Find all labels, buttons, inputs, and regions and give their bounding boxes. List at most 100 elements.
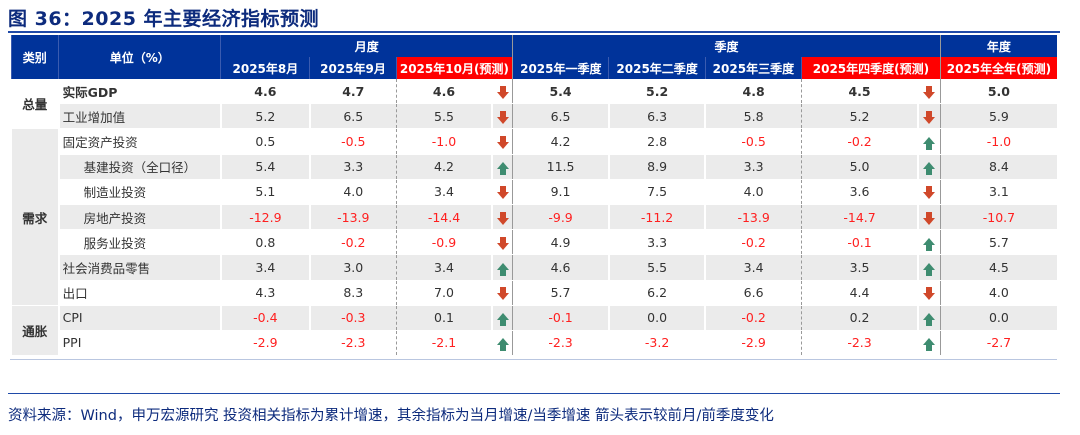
value-cell: -12.9 xyxy=(219,204,310,231)
trend-cell xyxy=(491,128,513,155)
value-cell: -0.2 xyxy=(308,229,397,256)
value-cell: 8.3 xyxy=(308,280,397,306)
value-cell: -0.2 xyxy=(704,229,802,256)
value-cell: 4.6 xyxy=(512,254,609,281)
value-cell: 4.5 xyxy=(801,79,919,105)
arrow-up-icon xyxy=(923,313,936,327)
header-col-predicted: 2025年10月(预测) xyxy=(395,57,513,79)
value-cell: 3.5 xyxy=(801,254,919,281)
header-category: 类别 xyxy=(10,35,59,79)
value-cell: 7.5 xyxy=(607,179,706,205)
value-cell: 3.4 xyxy=(395,254,493,281)
header-col: 2025年一季度 xyxy=(512,57,609,79)
value-cell: 4.0 xyxy=(704,179,802,205)
value-cell: -2.1 xyxy=(395,330,493,357)
trend-cell xyxy=(917,305,941,331)
value-cell: -0.2 xyxy=(801,128,919,155)
row-label: 实际GDP xyxy=(57,79,221,105)
table-row: 工业增加值 5.2 6.5 5.5 6.5 6.3 5.8 5.2 5.9 xyxy=(11,103,1057,130)
value-cell: 6.5 xyxy=(308,103,397,130)
value-cell: 5.8 xyxy=(704,103,802,130)
value-cell: 0.0 xyxy=(607,305,706,331)
row-label: 工业增加值 xyxy=(57,103,221,130)
value-cell: -3.2 xyxy=(607,330,706,357)
value-cell: -2.7 xyxy=(939,330,1057,357)
value-cell: 6.5 xyxy=(512,103,609,130)
value-cell: 7.0 xyxy=(395,280,493,306)
value-cell: -0.4 xyxy=(219,305,310,331)
trend-cell xyxy=(917,229,941,256)
header-annual: 年度 xyxy=(939,35,1057,57)
table-row: 需求 固定资产投资 0.5 -0.5 -1.0 4.2 2.8 -0.5 -0.2 -1.0 xyxy=(10,128,1057,306)
value-cell: 5.7 xyxy=(512,280,609,306)
arrow-up-icon xyxy=(496,338,509,352)
value-cell: 4.7 xyxy=(308,79,397,105)
arrow-down-icon xyxy=(923,211,936,225)
value-cell: 3.4 xyxy=(219,254,310,281)
arrow-down-icon xyxy=(496,236,509,250)
value-cell: 4.6 xyxy=(395,79,493,105)
arrow-down-icon xyxy=(923,110,936,124)
value-cell: 3.0 xyxy=(308,254,397,281)
value-cell: 0.8 xyxy=(219,229,310,256)
value-cell: 5.4 xyxy=(219,154,310,180)
header-row-columns: 2025年8月 2025年9月 2025年10月(预测) 2025年一季度 20… xyxy=(11,57,1057,79)
footer-divider xyxy=(8,393,1060,394)
category-demand: 需求 xyxy=(10,128,59,306)
value-cell: 4.4 xyxy=(801,280,919,306)
value-cell: 3.3 xyxy=(607,229,706,256)
value-cell: 4.0 xyxy=(939,280,1057,306)
value-cell: 4.9 xyxy=(512,229,609,256)
header-monthly: 月度 xyxy=(220,35,513,57)
value-cell: -13.9 xyxy=(308,204,397,231)
value-cell: -14.7 xyxy=(801,204,919,231)
value-cell: 11.5 xyxy=(512,154,609,180)
row-label: 基建投资（全口径） xyxy=(57,154,221,180)
value-cell: -0.5 xyxy=(704,128,802,155)
value-cell: -2.3 xyxy=(801,330,919,357)
value-cell: -2.3 xyxy=(308,330,397,357)
value-cell: -0.3 xyxy=(308,305,397,331)
trend-cell xyxy=(491,330,513,357)
value-cell: -0.9 xyxy=(395,229,493,256)
value-cell: 4.2 xyxy=(395,154,493,180)
value-cell: 3.3 xyxy=(308,154,397,180)
table-row: 服务业投资 0.8 -0.2 -0.9 4.9 3.3 -0.2 -0.1 5.7 xyxy=(11,229,1057,256)
value-cell: 5.4 xyxy=(512,79,609,105)
trend-cell xyxy=(491,154,513,180)
value-cell: -2.3 xyxy=(512,330,609,357)
value-cell: 9.1 xyxy=(512,179,609,205)
trend-cell xyxy=(917,154,941,180)
value-cell: 3.1 xyxy=(939,179,1057,205)
value-cell: 6.2 xyxy=(607,280,706,306)
header-col: 2025年二季度 xyxy=(608,57,706,79)
arrow-down-icon xyxy=(496,85,509,99)
value-cell: 3.3 xyxy=(704,154,802,180)
trend-cell xyxy=(917,330,941,357)
arrow-down-icon xyxy=(496,135,509,149)
value-cell: 4.5 xyxy=(939,254,1057,281)
arrow-up-icon xyxy=(923,136,936,150)
arrow-down-icon xyxy=(923,186,936,200)
value-cell: 5.0 xyxy=(939,79,1057,105)
value-cell: 0.5 xyxy=(219,128,310,155)
value-cell: 3.4 xyxy=(395,179,493,205)
row-label: 社会消费品零售 xyxy=(57,254,221,281)
trend-cell xyxy=(917,179,941,205)
value-cell: -2.9 xyxy=(219,330,310,357)
arrow-up-icon xyxy=(923,338,936,352)
value-cell: -9.9 xyxy=(512,204,609,231)
arrow-up-icon xyxy=(923,262,936,276)
header-unit: 单位（%） xyxy=(58,35,221,79)
value-cell: 4.0 xyxy=(308,179,397,205)
trend-cell xyxy=(917,103,941,130)
row-label: PPI xyxy=(57,330,221,357)
value-cell: 5.2 xyxy=(219,103,310,130)
value-cell: -0.2 xyxy=(704,305,802,331)
row-label: 制造业投资 xyxy=(57,179,221,205)
trend-cell xyxy=(917,204,941,231)
value-cell: 6.3 xyxy=(607,103,706,130)
table-row: PPI -2.9 -2.3 -2.1 -2.3 -3.2 -2.9 -2.3 -2.7 xyxy=(11,330,1057,357)
arrow-down-icon xyxy=(923,287,936,301)
table-row: 房地产投资 -12.9 -13.9 -14.4 -9.9 -11.2 -13.9 -14.7-… xyxy=(11,204,1057,231)
